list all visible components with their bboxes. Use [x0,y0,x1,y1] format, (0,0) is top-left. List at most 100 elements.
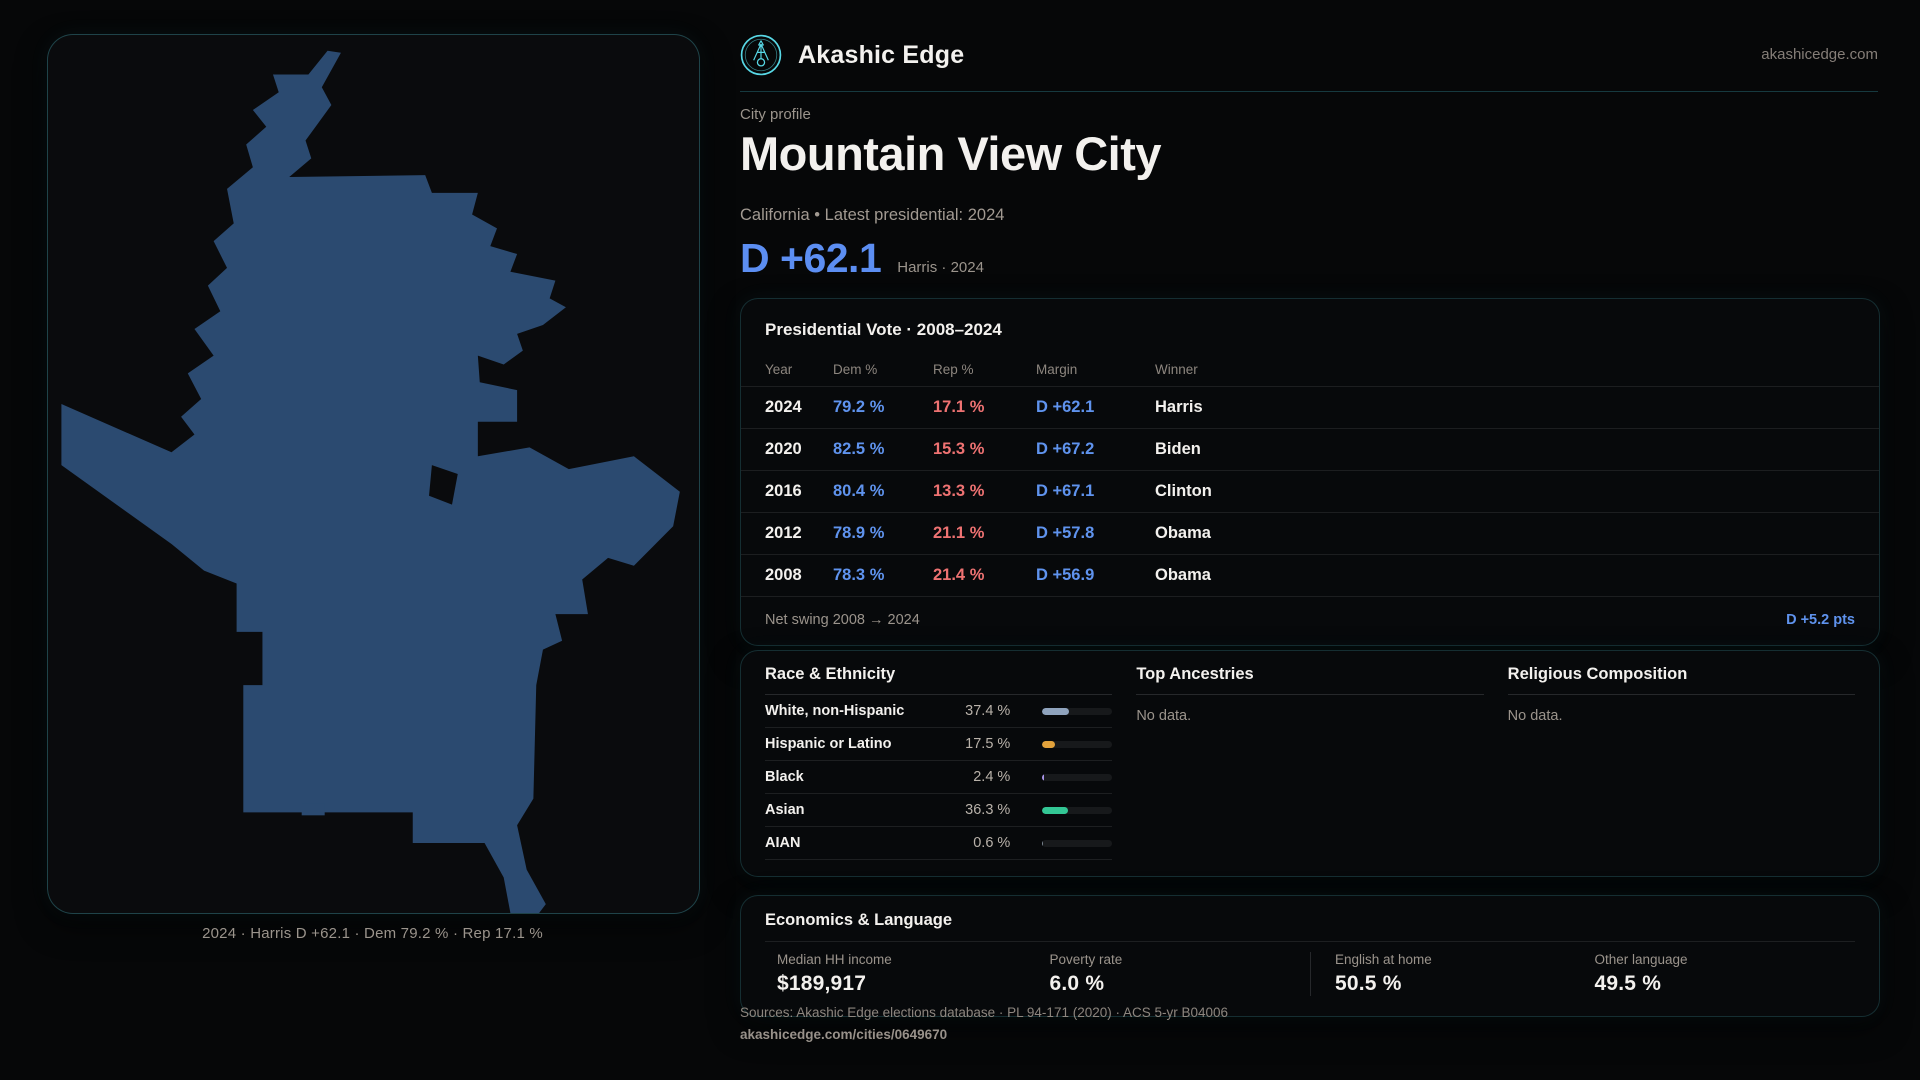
top-ancestries-empty: No data. [1136,708,1192,724]
race-value: 37.4 % [965,703,1011,719]
top-ancestries-title: Top Ancestries [1136,665,1484,695]
economics-stats: Median HH income $189,917 Poverty rate 6.0 … [741,942,1879,996]
header: Akashic Edge akashicedge.com [740,34,1878,78]
econ-stat-label: Other language [1594,952,1688,967]
page-eyebrow: City profile [740,106,811,123]
election-dem-pct: 79.2 % [833,398,885,416]
econ-stat-label: Median HH income [777,952,892,967]
election-rep-pct: 13.3 % [933,482,985,500]
election-row: 2016 80.4 % 13.3 % D +67.1 Clinton [741,471,1879,513]
election-margin: D +57.8 [1036,524,1095,542]
election-rep-pct: 21.4 % [933,566,985,584]
demographics-card: Race & Ethnicity White, non-Hispanic 37.4… [740,650,1880,877]
sources-line: Sources: Akashic Edge elections database… [740,1005,1229,1020]
election-dem-pct: 82.5 % [833,440,885,458]
city-boundary-shape [61,50,680,913]
election-row: 2008 78.3 % 21.4 % D +56.9 Obama [741,555,1879,597]
brand-name: Akashic Edge [798,41,965,69]
election-margin: D +56.9 [1036,566,1095,584]
map-caption: 2024 · Harris D +62.1 · Dem 79.2 % · Rep… [202,925,543,942]
page-title: Mountain View City [740,127,1162,180]
headline-margin-note: Harris · 2024 [897,259,984,276]
race-label: White, non-Hispanic [765,703,905,719]
election-winner: Obama [1155,524,1211,542]
elections-col-header-2: Rep % [933,362,974,377]
headline-margin: D +62.1 Harris · 2024 [740,235,984,282]
religion-empty: No data. [1507,708,1563,724]
econ-stat-label: Poverty rate [1049,952,1123,967]
economics-divider [765,941,1855,942]
race-bar-track [1042,773,1113,781]
election-rep-pct: 21.1 % [933,524,985,542]
econ-stat: Poverty rate 6.0 % [1038,952,1311,996]
election-winner: Biden [1155,440,1201,458]
election-year: 2012 [765,524,802,542]
election-year: 2008 [765,566,802,584]
race-label: Black [765,769,804,785]
race-ethnicity-column: Race & Ethnicity White, non-Hispanic 37.4… [765,665,1113,860]
race-row: Hispanic or Latino 17.5 % [765,728,1113,761]
race-bar-track [1042,839,1113,847]
race-bar-track [1042,740,1113,748]
race-label: AIAN [765,835,801,851]
demographics-columns: Race & Ethnicity White, non-Hispanic 37.4… [741,651,1879,860]
brand-domain-link[interactable]: akashicedge.com [1761,46,1878,63]
race-value: 36.3 % [965,802,1011,818]
net-swing-label: Net swing 2008 → 2024 [765,612,920,628]
election-year: 2024 [765,398,802,416]
election-dem-pct: 78.9 % [833,524,885,542]
econ-stat-value: 50.5 % [1335,972,1402,995]
elections-col-header-0: Year [765,362,793,377]
race-row: Asian 36.3 % [765,794,1113,827]
election-dem-pct: 78.3 % [833,566,885,584]
race-bar-fill [1042,773,1044,781]
elections-table-header: Year Dem % Rep % Margin Winner [741,353,1879,387]
elections-table-body: 2024 79.2 % 17.1 % D +62.1 Harris 2020 82.5 % 1… [741,387,1879,597]
economics-card: Economics & Language Median HH income $18… [740,895,1880,1017]
city-boundary-map [47,34,700,914]
race-label: Asian [765,802,805,818]
race-ethnicity-list: White, non-Hispanic 37.4 % Hispanic or Lat… [765,695,1113,860]
presidential-vote-card: Presidential Vote · 2008–2024 Year Dem % R… [740,298,1880,646]
econ-stat-value: 49.5 % [1594,972,1662,995]
election-winner: Clinton [1155,482,1212,500]
race-value: 0.6 % [973,835,1011,851]
election-winner: Obama [1155,566,1211,584]
race-row: Black 2.4 % [765,761,1113,794]
election-margin: D +62.1 [1036,398,1095,416]
econ-stat-label: English at home [1335,952,1432,967]
race-row: AIAN 0.6 % [765,827,1113,860]
top-ancestries-column: Top Ancestries No data. [1136,665,1484,860]
race-bar-fill [1042,707,1069,715]
brand-logo-icon [740,34,782,76]
religion-column: Religious Composition No data. [1507,665,1855,860]
election-margin: D +67.2 [1036,440,1095,458]
elections-col-header-4: Winner [1155,362,1198,377]
presidential-vote-title: Presidential Vote · 2008–2024 [765,320,1002,339]
election-year: 2016 [765,482,802,500]
election-year: 2020 [765,440,802,458]
race-bar-track [1042,707,1113,715]
race-value: 2.4 % [973,769,1011,785]
econ-stat: Median HH income $189,917 [765,952,1038,996]
economics-title: Economics & Language [765,911,953,929]
elections-col-header-1: Dem % [833,362,878,377]
election-row: 2020 82.5 % 15.3 % D +67.2 Biden [741,429,1879,471]
header-divider [740,91,1878,92]
race-ethnicity-title: Race & Ethnicity [765,665,1113,695]
permalink[interactable]: akashicedge.com/cities/0649670 [740,1027,948,1042]
race-bar-fill [1042,740,1055,748]
elections-col-header-3: Margin [1036,362,1078,377]
race-value: 17.5 % [965,736,1011,752]
page-subtitle: California • Latest presidential: 2024 [740,206,1005,224]
election-winner: Harris [1155,398,1203,416]
econ-stat-value: 6.0 % [1049,972,1105,995]
election-row: 2012 78.9 % 21.1 % D +57.8 Obama [741,513,1879,555]
econ-stat-value: $189,917 [777,972,867,995]
race-row: White, non-Hispanic 37.4 % [765,695,1113,728]
religion-title: Religious Composition [1507,665,1855,695]
econ-stat: Other language 49.5 % [1583,952,1856,996]
election-row: 2024 79.2 % 17.1 % D +62.1 Harris [741,387,1879,429]
election-rep-pct: 15.3 % [933,440,985,458]
